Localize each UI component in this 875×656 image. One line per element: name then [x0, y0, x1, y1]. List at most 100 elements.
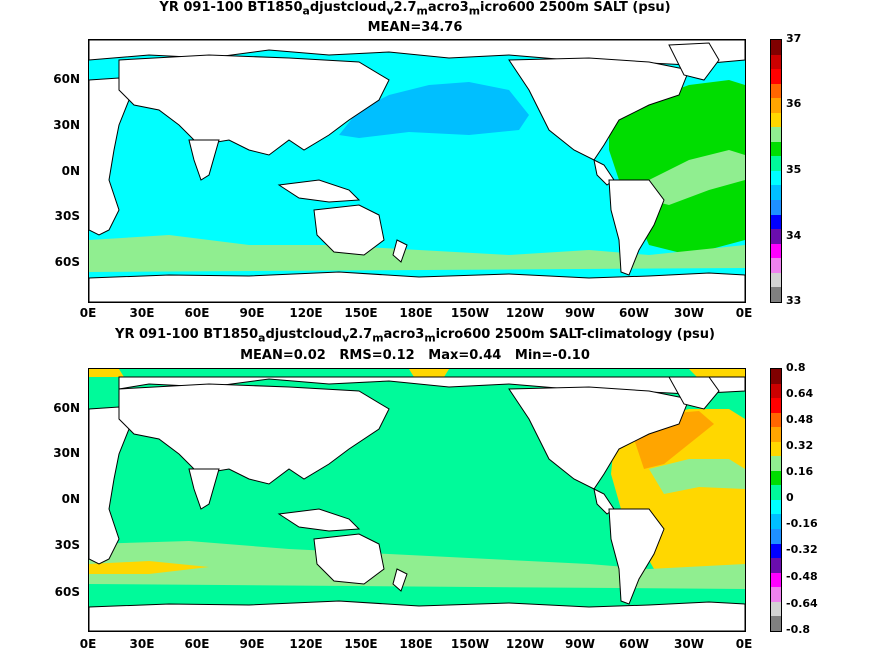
- colorbar-segment: [771, 601, 781, 617]
- bottom-colorbar-label: 0.16: [786, 465, 814, 478]
- bottom-colorbar-label: -0.16: [786, 517, 818, 530]
- top-lon-label: 60W: [619, 306, 649, 320]
- bottom-map-svg: [89, 369, 745, 631]
- colorbar-segment: [771, 243, 781, 259]
- colorbar-segment: [771, 470, 781, 486]
- bottom-eurasia-land: [118, 383, 390, 485]
- top-lat-label-60s: 60S: [54, 255, 80, 269]
- bottom-colorbar-label: 0.8: [786, 361, 806, 374]
- top-north-pacific-fresh-region: [339, 82, 529, 138]
- bottom-title-line1: YR 091-100 BT1850adjustcloudv2.7macro3mi…: [115, 327, 715, 345]
- top-colorbar-label: 35: [786, 163, 802, 176]
- colorbar-segment: [771, 258, 781, 273]
- bottom-arctic-land: [118, 376, 745, 395]
- top-australia-land: [313, 204, 385, 256]
- top-title-line2: MEAN=34.76: [367, 20, 463, 35]
- colorbar-segment: [771, 412, 781, 428]
- bottom-colorbar-label: 0.48: [786, 413, 814, 426]
- top-lon-label: 90W: [565, 306, 595, 320]
- top-colorbar-label: 34: [786, 229, 802, 242]
- bottom-north-america-land: [508, 386, 690, 490]
- colorbar-segment: [771, 83, 781, 99]
- bottom-lon-label: 120E: [289, 637, 323, 651]
- bottom-lon-label: 30W: [674, 637, 704, 651]
- bottom-lon-label: 0E: [735, 637, 753, 651]
- colorbar-segment: [771, 369, 781, 384]
- top-lon-label: 120W: [505, 306, 545, 320]
- bottom-colorbar-label: -0.48: [786, 570, 818, 583]
- top-salinity-map: [88, 39, 746, 303]
- bottom-south-america-land: [608, 508, 665, 605]
- bottom-greenland-land: [668, 376, 720, 410]
- top-india-land: [188, 139, 220, 181]
- colorbar-segment: [771, 141, 781, 157]
- bottom-australia-land: [313, 533, 385, 585]
- bottom-lon-label: 90E: [239, 637, 265, 651]
- colorbar-segment: [771, 287, 781, 302]
- top-north-america-land: [508, 57, 690, 161]
- bottom-lon-label: 150E: [344, 637, 378, 651]
- top-lon-label: 90E: [239, 306, 265, 320]
- top-lon-label: 0E: [79, 306, 97, 320]
- colorbar-segment: [771, 200, 781, 215]
- bottom-lon-label: 60W: [619, 637, 649, 651]
- top-southern-band: [89, 235, 745, 272]
- top-antarctica: [89, 271, 745, 302]
- colorbar-segment: [771, 127, 781, 142]
- bottom-lon-label: 90W: [565, 637, 595, 651]
- bottom-lat-label-0n: 0N: [61, 492, 80, 506]
- top-lon-label: 150W: [450, 306, 490, 320]
- top-lat-label-30s: 30S: [54, 209, 80, 223]
- bottom-colorbar-label: 0.32: [786, 439, 814, 452]
- colorbar-segment: [771, 514, 781, 530]
- bottom-lon-label: 60E: [184, 637, 210, 651]
- colorbar-segment: [771, 272, 781, 288]
- bottom-lon-label: 0E: [79, 637, 97, 651]
- bottom-lon-label: 150W: [450, 637, 490, 651]
- colorbar-segment: [771, 185, 781, 201]
- bottom-arctic-yellow-patch: [89, 369, 745, 379]
- top-lon-label: 30E: [129, 306, 155, 320]
- colorbar-segment: [771, 499, 781, 515]
- colorbar-segment: [771, 485, 781, 500]
- colorbar-segment: [771, 69, 781, 84]
- top-new-zealand-land: [392, 239, 408, 263]
- top-lat-label-0n: 0N: [61, 164, 80, 178]
- bottom-colorbar-label: -0.32: [786, 543, 818, 556]
- colorbar-segment: [771, 398, 781, 413]
- colorbar-segment: [771, 54, 781, 70]
- top-greenland-land: [668, 42, 720, 81]
- bottom-title-line2: MEAN=0.02 RMS=0.12 Max=0.44 Min=-0.10: [240, 348, 590, 363]
- bottom-colorbar-label: -0.64: [786, 597, 818, 610]
- colorbar-segment: [771, 40, 781, 55]
- bottom-southern-yellow-streak: [89, 561, 209, 574]
- colorbar-segment: [771, 529, 781, 544]
- bottom-anomaly-map: [88, 368, 746, 632]
- bottom-lon-label: 30E: [129, 637, 155, 651]
- colorbar-segment: [771, 112, 781, 128]
- bottom-new-zealand-land: [392, 568, 408, 592]
- top-title-line1: YR 091-100 BT1850adjustcloudv2.7macro3mi…: [159, 0, 671, 18]
- bottom-lat-label-60s: 60S: [54, 585, 80, 599]
- top-lon-label: 60E: [184, 306, 210, 320]
- bottom-colorbar: [770, 368, 782, 632]
- top-eurasia-land: [118, 54, 390, 156]
- colorbar-segment: [771, 156, 781, 171]
- top-indonesia-land: [277, 179, 361, 203]
- bottom-india-land: [188, 468, 220, 510]
- top-colorbar: [770, 39, 782, 303]
- top-south-america-land: [608, 179, 665, 276]
- colorbar-segment: [771, 587, 781, 602]
- bottom-colorbar-label: 0.64: [786, 387, 814, 400]
- bottom-colorbar-label: 0: [786, 491, 794, 504]
- colorbar-segment: [771, 229, 781, 244]
- top-lon-label: 150E: [344, 306, 378, 320]
- top-lat-label-30n: 30N: [53, 118, 80, 132]
- top-lon-label: 180E: [399, 306, 433, 320]
- top-atlantic-lighter-band: [649, 150, 745, 205]
- top-lon-label: 120E: [289, 306, 323, 320]
- bottom-lat-label-30s: 30S: [54, 538, 80, 552]
- bottom-lat-label-60n: 60N: [53, 401, 80, 415]
- bottom-lon-label: 180E: [399, 637, 433, 651]
- colorbar-segment: [771, 214, 781, 230]
